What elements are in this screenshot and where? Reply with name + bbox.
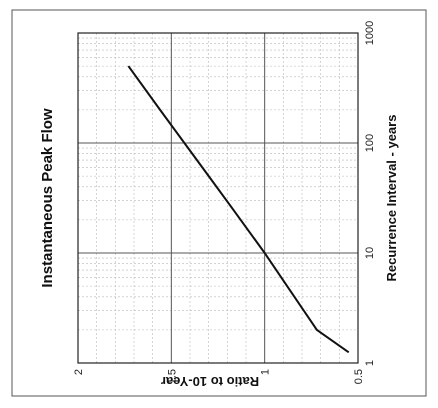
x-axis-label: Recurrence Interval - years xyxy=(384,115,399,282)
y-axis-label: Ratio to 10-Year xyxy=(161,374,259,389)
data-layer xyxy=(127,65,350,354)
figure-border xyxy=(11,9,427,397)
tick-layer: 1 10 100 1000 0.5 1 1.5 2 xyxy=(73,21,376,385)
x-tick-label: 10 xyxy=(364,247,376,259)
x-tick-label: 1 xyxy=(364,360,376,366)
y-tick-label: 1.5 xyxy=(166,369,178,384)
plot-frame xyxy=(77,32,359,364)
x-tick-label: 1000 xyxy=(364,21,376,45)
chart-title: Instantaneous Peak Flow xyxy=(39,108,56,288)
y-tick-label: 0.5 xyxy=(353,369,365,384)
series-line xyxy=(127,65,350,354)
y-tick-label: 2 xyxy=(73,369,85,375)
x-tick-label: 100 xyxy=(364,134,376,152)
y-tick-label: 1 xyxy=(260,369,272,375)
rotated-chart-group: 1 10 100 1000 0.5 1 1.5 2 Instantaneous Peak Fl… xyxy=(39,21,399,385)
grid-layer xyxy=(78,33,358,363)
